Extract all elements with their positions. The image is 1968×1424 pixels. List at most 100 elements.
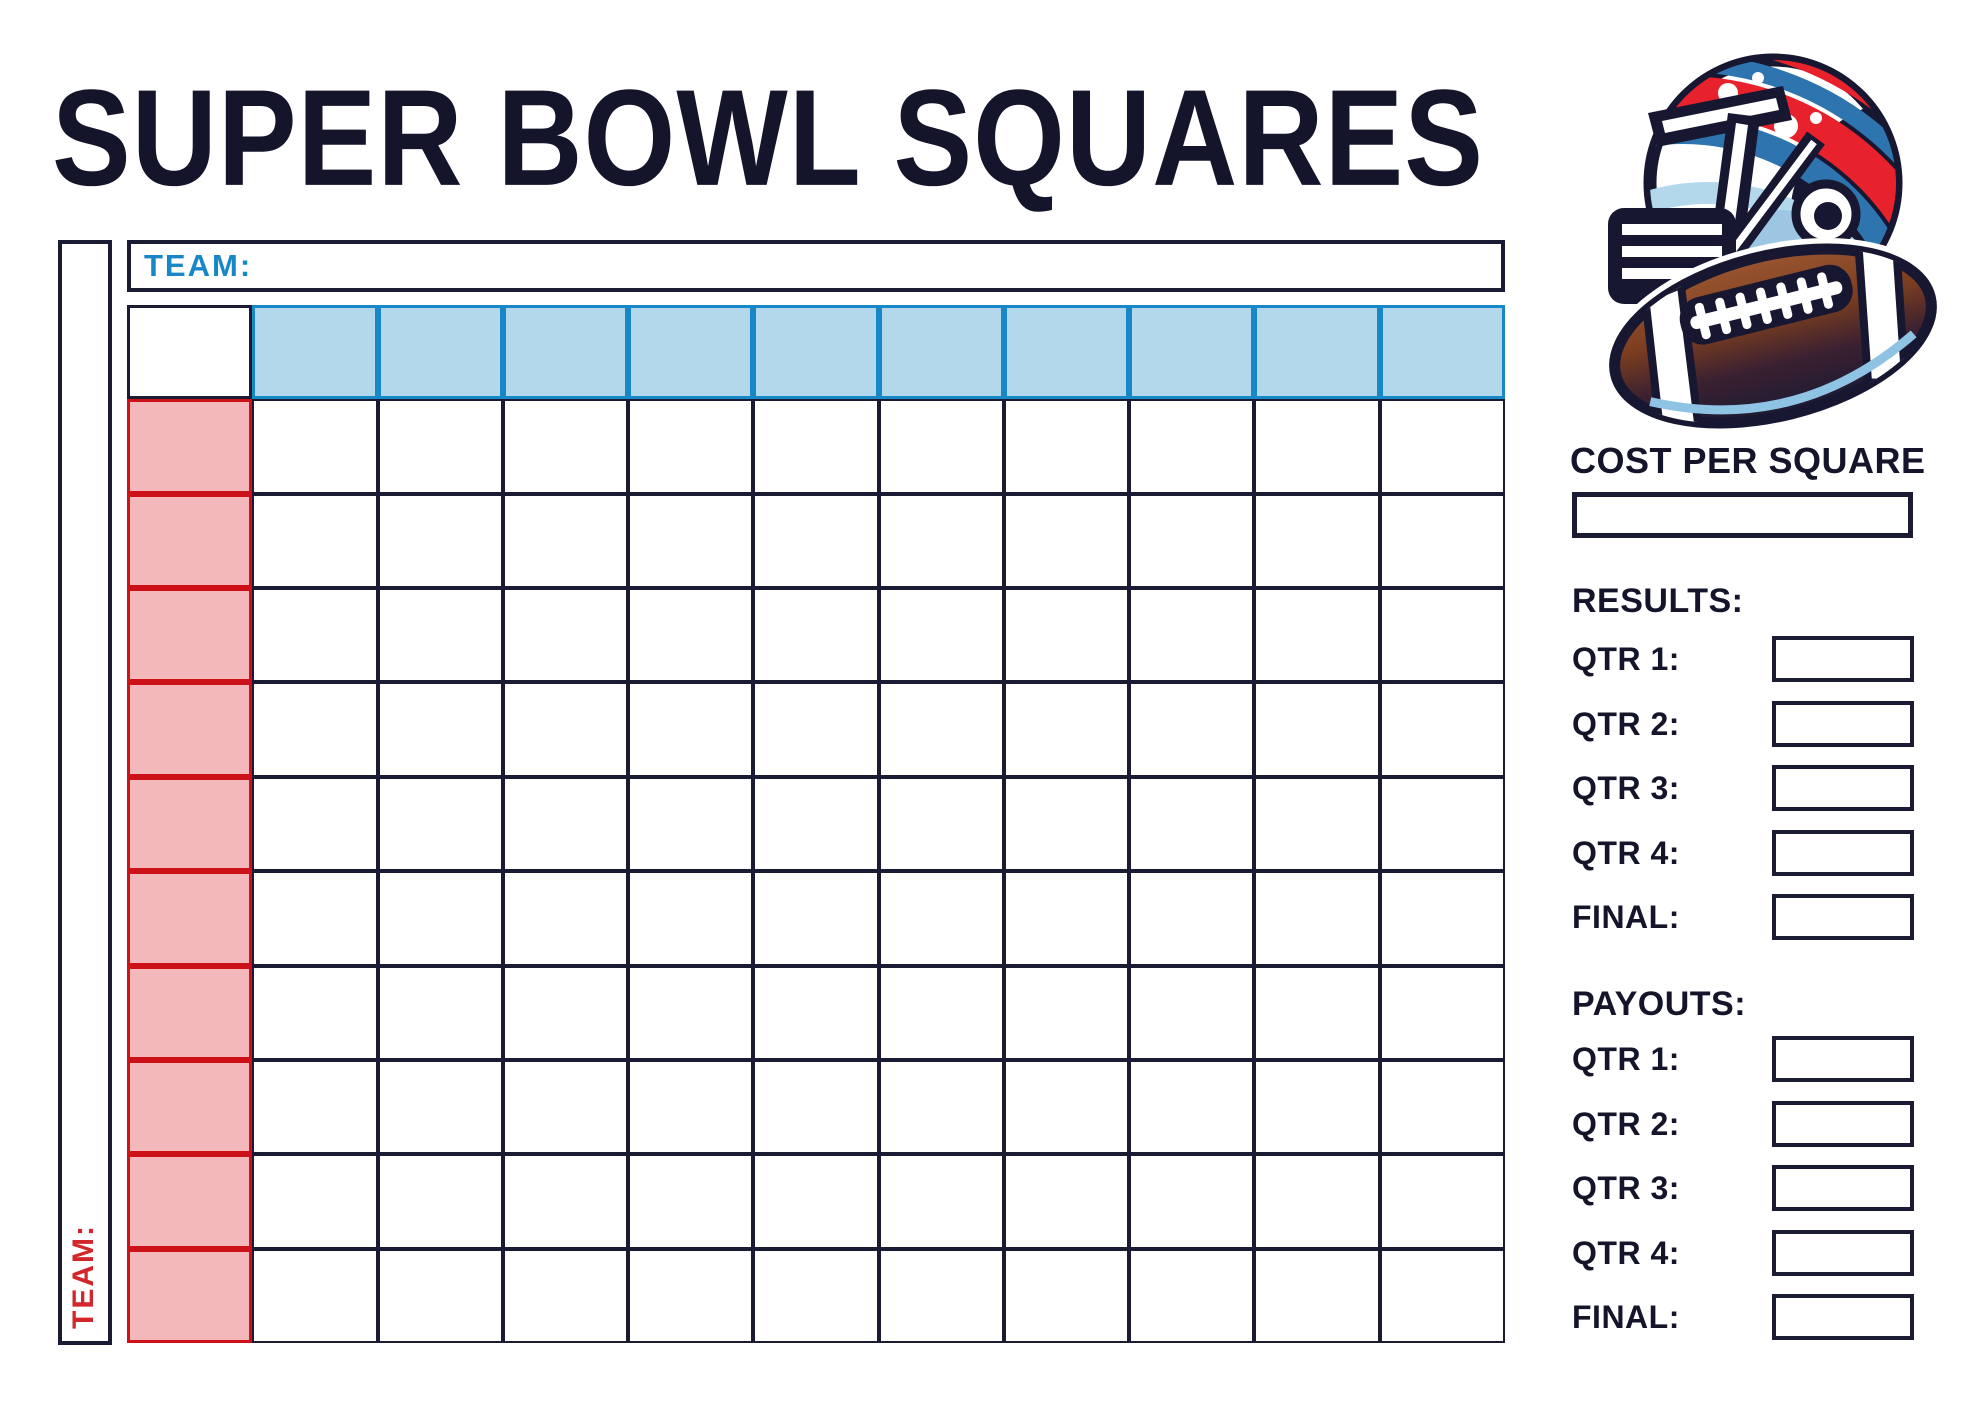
square-cell[interactable] [753, 871, 879, 966]
square-cell[interactable] [502, 588, 629, 683]
row-digit-cell[interactable] [127, 493, 253, 589]
column-digit-cell[interactable] [1129, 305, 1255, 400]
square-cell[interactable] [628, 1248, 754, 1343]
square-cell[interactable] [1254, 776, 1380, 872]
square-cell[interactable] [1379, 682, 1505, 777]
square-cell[interactable] [1129, 493, 1255, 589]
square-cell[interactable] [377, 399, 503, 494]
square-cell[interactable] [1003, 871, 1130, 966]
square-cell[interactable] [502, 965, 629, 1060]
square-cell[interactable] [628, 871, 754, 966]
square-cell[interactable] [252, 1248, 378, 1343]
square-cell[interactable] [1254, 965, 1380, 1060]
score-input-box[interactable] [1772, 1036, 1914, 1082]
square-cell[interactable] [628, 493, 754, 589]
square-cell[interactable] [502, 1248, 629, 1343]
square-cell[interactable] [1254, 682, 1380, 777]
square-cell[interactable] [502, 682, 629, 777]
square-cell[interactable] [878, 871, 1004, 966]
square-cell[interactable] [628, 682, 754, 777]
column-digit-cell[interactable] [1003, 305, 1130, 400]
square-cell[interactable] [1379, 1248, 1505, 1343]
square-cell[interactable] [1379, 871, 1505, 966]
row-digit-cell[interactable] [127, 871, 253, 966]
square-cell[interactable] [878, 493, 1004, 589]
score-input-box[interactable] [1772, 830, 1914, 876]
score-input-box[interactable] [1772, 636, 1914, 682]
square-cell[interactable] [1129, 1248, 1255, 1343]
square-cell[interactable] [753, 776, 879, 872]
row-digit-cell[interactable] [127, 1059, 253, 1155]
column-digit-cell[interactable] [1379, 305, 1505, 400]
square-cell[interactable] [252, 493, 378, 589]
score-input-box[interactable] [1772, 701, 1914, 747]
square-cell[interactable] [1379, 399, 1505, 494]
square-cell[interactable] [502, 871, 629, 966]
square-cell[interactable] [252, 399, 378, 494]
square-cell[interactable] [1379, 965, 1505, 1060]
square-cell[interactable] [1379, 493, 1505, 589]
square-cell[interactable] [377, 588, 503, 683]
square-cell[interactable] [252, 871, 378, 966]
square-cell[interactable] [628, 776, 754, 872]
square-cell[interactable] [1003, 1059, 1130, 1155]
row-digit-cell[interactable] [127, 1154, 253, 1249]
square-cell[interactable] [753, 1154, 879, 1249]
square-cell[interactable] [1379, 776, 1505, 872]
column-digit-cell[interactable] [753, 305, 879, 400]
team-name-input-top[interactable] [252, 244, 1501, 288]
square-cell[interactable] [252, 1154, 378, 1249]
column-digit-cell[interactable] [377, 305, 503, 400]
square-cell[interactable] [878, 965, 1004, 1060]
square-cell[interactable] [1129, 1059, 1255, 1155]
square-cell[interactable] [377, 776, 503, 872]
square-cell[interactable] [878, 682, 1004, 777]
square-cell[interactable] [878, 588, 1004, 683]
score-input-box[interactable] [1772, 1165, 1914, 1211]
square-cell[interactable] [1003, 965, 1130, 1060]
square-cell[interactable] [878, 776, 1004, 872]
square-cell[interactable] [753, 965, 879, 1060]
score-input-box[interactable] [1772, 1230, 1914, 1276]
square-cell[interactable] [1003, 682, 1130, 777]
column-digit-cell[interactable] [252, 305, 378, 400]
row-digit-cell[interactable] [127, 1248, 253, 1343]
square-cell[interactable] [1254, 493, 1380, 589]
square-cell[interactable] [1003, 588, 1130, 683]
square-cell[interactable] [753, 1059, 879, 1155]
square-cell[interactable] [1129, 1154, 1255, 1249]
row-digit-cell[interactable] [127, 776, 253, 872]
cost-per-square-input[interactable] [1572, 492, 1913, 538]
square-cell[interactable] [252, 1059, 378, 1155]
square-cell[interactable] [1003, 493, 1130, 589]
square-cell[interactable] [1129, 588, 1255, 683]
square-cell[interactable] [502, 1059, 629, 1155]
row-digit-cell[interactable] [127, 399, 253, 494]
square-cell[interactable] [628, 588, 754, 683]
square-cell[interactable] [252, 965, 378, 1060]
square-cell[interactable] [1254, 588, 1380, 683]
square-cell[interactable] [1003, 1248, 1130, 1343]
square-cell[interactable] [628, 399, 754, 494]
square-cell[interactable] [878, 1248, 1004, 1343]
square-cell[interactable] [377, 965, 503, 1060]
score-input-box[interactable] [1772, 765, 1914, 811]
square-cell[interactable] [377, 871, 503, 966]
square-cell[interactable] [1003, 1154, 1130, 1249]
square-cell[interactable] [377, 1059, 503, 1155]
square-cell[interactable] [1003, 399, 1130, 494]
square-cell[interactable] [1003, 776, 1130, 872]
square-cell[interactable] [1379, 1154, 1505, 1249]
square-cell[interactable] [628, 1154, 754, 1249]
square-cell[interactable] [1254, 399, 1380, 494]
row-digit-cell[interactable] [127, 682, 253, 777]
square-cell[interactable] [753, 399, 879, 494]
column-digit-cell[interactable] [1254, 305, 1380, 400]
square-cell[interactable] [1254, 1248, 1380, 1343]
row-digit-cell[interactable] [127, 965, 253, 1060]
score-input-box[interactable] [1772, 1101, 1914, 1147]
square-cell[interactable] [502, 1154, 629, 1249]
column-digit-cell[interactable] [502, 305, 629, 400]
square-cell[interactable] [753, 682, 879, 777]
square-cell[interactable] [1129, 682, 1255, 777]
